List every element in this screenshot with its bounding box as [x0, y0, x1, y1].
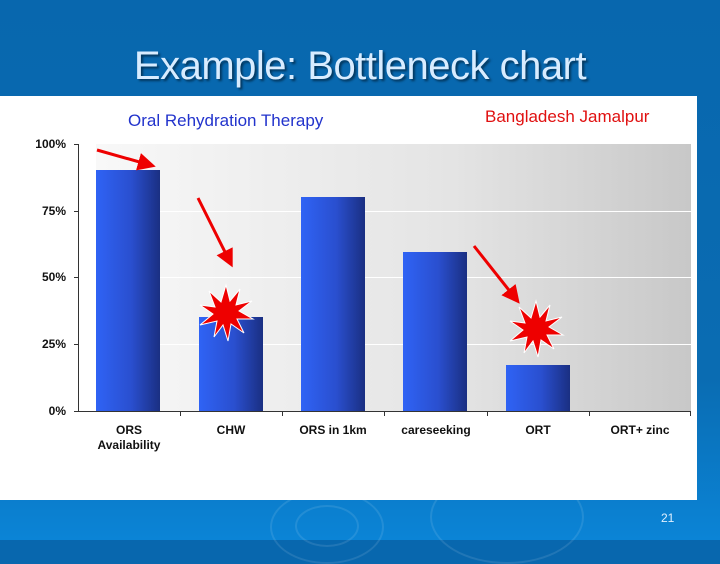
y-tick-label: 100% [35, 137, 66, 151]
bar-chw [199, 317, 263, 411]
x-label-ort: ORT [525, 423, 551, 437]
starburst-icon [509, 299, 565, 358]
y-tick-label: 75% [41, 204, 66, 218]
y-tick-label: 50% [41, 270, 66, 284]
y-tick-label: 25% [41, 337, 66, 351]
bar-ors-availability [96, 170, 160, 411]
y-tick [74, 211, 79, 212]
arrow-icon [96, 148, 156, 171]
y-axis [78, 144, 79, 412]
x-tick [487, 411, 488, 416]
arrow-icon [196, 197, 233, 268]
slide-title: Example: Bottleneck chart [133, 44, 587, 88]
x-label-ors-in-1km: ORS in 1km [299, 423, 367, 437]
bar-careseeking [403, 252, 467, 411]
page-number: 21 [661, 511, 675, 525]
chart-title: Oral Rehydration Therapy [128, 111, 324, 130]
x-tick [384, 411, 385, 416]
y-tick [74, 144, 79, 145]
x-label-ort-zinc: ORT+ zinc [610, 423, 670, 437]
bar-ors-in-1km [301, 197, 365, 411]
x-label-line: ORS [115, 423, 142, 437]
plot-area [96, 144, 691, 411]
x-label-ors-availability: ORS Availability [78, 423, 180, 453]
bar-ort [506, 365, 570, 411]
annotation-overlay [96, 148, 565, 358]
gridline-50 [96, 277, 691, 278]
x-tick [589, 411, 590, 416]
arrow-icon [472, 245, 520, 304]
chart-subtitle: Bangladesh Jamalpur [485, 107, 650, 126]
x-label-careseeking: careseeking [401, 423, 471, 437]
x-tick [282, 411, 283, 416]
y-tick-label: 0% [48, 404, 66, 418]
x-tick [180, 411, 181, 416]
y-tick [74, 411, 79, 412]
x-label-chw: CHW [216, 423, 246, 437]
gridline-75 [96, 211, 691, 212]
y-tick [74, 277, 79, 278]
x-tick [690, 411, 691, 416]
y-tick [74, 344, 79, 345]
x-label-line: Availability [97, 438, 161, 452]
starburst-icon [199, 283, 255, 342]
gridline-25 [96, 344, 691, 345]
